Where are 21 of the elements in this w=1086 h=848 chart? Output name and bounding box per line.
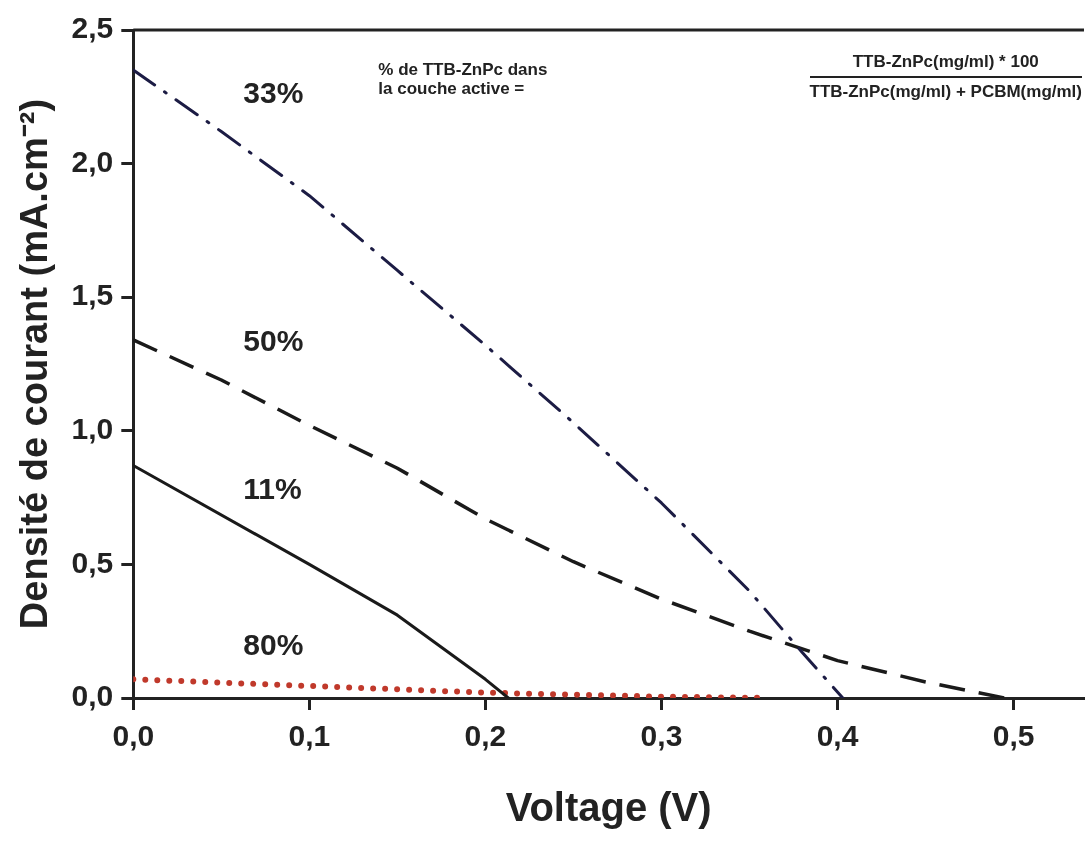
annotation: TTB-ZnPc(mg/ml) + PCBM(mg/ml) xyxy=(809,82,1082,102)
x-tick-label: 0,3 xyxy=(640,719,683,753)
x-tick-label: 0,5 xyxy=(992,719,1035,753)
y-tick-label: 1,5 xyxy=(71,278,114,312)
x-tick-label: 0,1 xyxy=(288,719,331,753)
series-label: 50% xyxy=(243,324,304,358)
annotation: % de TTB-ZnPc dans la couche active = xyxy=(378,60,548,98)
annotation: TTB-ZnPc(mg/ml) * 100 xyxy=(851,52,1040,72)
x-tick-label: 0,2 xyxy=(464,719,507,753)
y-tick-label: 2,5 xyxy=(71,11,114,45)
y-tick-label: 0,0 xyxy=(71,679,114,713)
x-axis-title: Voltage (V) xyxy=(505,785,712,830)
x-tick-label: 0,0 xyxy=(112,719,155,753)
y-tick-label: 0,5 xyxy=(71,545,114,579)
series-label: 11% xyxy=(243,471,302,505)
y-tick-label: 2,0 xyxy=(71,144,114,178)
series-label: 33% xyxy=(243,75,304,109)
y-axis-title: Densité de courant (mA.cm⁻²) xyxy=(13,98,56,630)
x-tick-label: 0,4 xyxy=(816,719,859,753)
y-tick-label: 1,0 xyxy=(71,412,114,446)
series-label: 80% xyxy=(243,627,304,661)
